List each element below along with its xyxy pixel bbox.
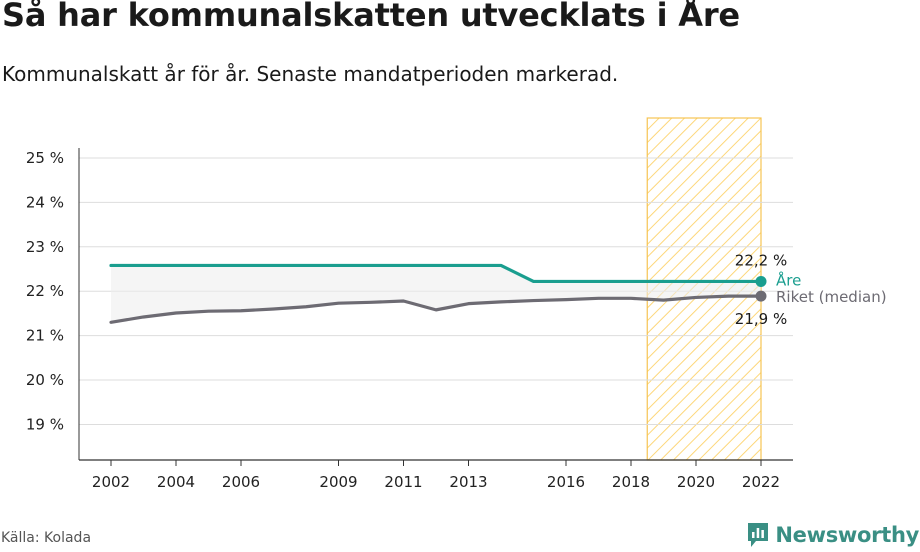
- series-line-1: [109, 294, 763, 324]
- value-label-are: 22,2 %: [735, 251, 787, 269]
- page-subtitle: Kommunalskatt år för år. Senaste mandatp…: [2, 62, 619, 86]
- y-tick-label: 19 %: [26, 415, 64, 433]
- x-tick-label: 2004: [157, 473, 195, 491]
- y-tick-label: 24 %: [26, 193, 64, 211]
- y-tick-label: 21 %: [26, 327, 64, 345]
- x-tick-label: 2020: [677, 473, 715, 491]
- x-tick-label: 2018: [612, 473, 650, 491]
- series-end-marker-1: [755, 290, 767, 302]
- x-tick-label: 2006: [222, 473, 260, 491]
- page-title: Så har kommunalskatten utvecklats i Åre: [2, 0, 740, 34]
- x-tick-label: 2022: [742, 473, 780, 491]
- newsworthy-logo-icon: [748, 523, 769, 547]
- brand-name: Newsworthy: [775, 523, 919, 547]
- brand-logo: Newsworthy: [746, 521, 919, 549]
- y-tick-label: 25 %: [26, 149, 64, 167]
- y-tick-label: 20 %: [26, 371, 64, 389]
- series-end-marker-0: [755, 275, 767, 287]
- value-label-riket: 21,9 %: [735, 310, 787, 328]
- source-note: Källa: Kolada: [1, 530, 92, 546]
- x-tick-label: 2002: [92, 473, 130, 491]
- x-tick-label: 2009: [319, 473, 357, 491]
- series-line-0: [109, 263, 763, 284]
- series-name-are: Åre: [776, 270, 801, 289]
- y-tick-label: 23 %: [26, 238, 64, 256]
- x-tick-label: 2011: [384, 473, 422, 491]
- y-tick-label: 22 %: [26, 282, 64, 300]
- series-name-riket: Riket (median): [776, 288, 887, 306]
- x-tick-label: 2013: [449, 473, 487, 491]
- x-tick-label: 2016: [547, 473, 585, 491]
